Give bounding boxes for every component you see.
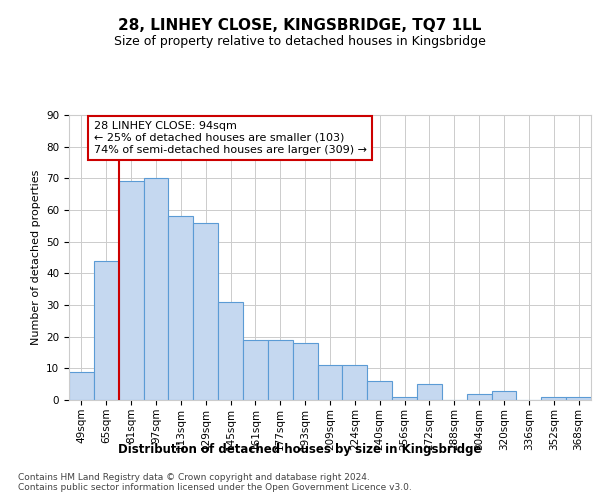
- Bar: [317, 365, 343, 400]
- Bar: [467, 394, 491, 400]
- Bar: [417, 384, 442, 400]
- Bar: [243, 340, 268, 400]
- Bar: [169, 216, 193, 400]
- Bar: [193, 222, 218, 400]
- Text: Size of property relative to detached houses in Kingsbridge: Size of property relative to detached ho…: [114, 35, 486, 48]
- Bar: [218, 302, 243, 400]
- Bar: [69, 372, 94, 400]
- Bar: [293, 343, 317, 400]
- Bar: [566, 397, 591, 400]
- Bar: [119, 182, 143, 400]
- Bar: [367, 381, 392, 400]
- Text: 28 LINHEY CLOSE: 94sqm
← 25% of detached houses are smaller (103)
74% of semi-de: 28 LINHEY CLOSE: 94sqm ← 25% of detached…: [94, 122, 367, 154]
- Bar: [491, 390, 517, 400]
- Bar: [268, 340, 293, 400]
- Text: Contains HM Land Registry data © Crown copyright and database right 2024.
Contai: Contains HM Land Registry data © Crown c…: [18, 472, 412, 492]
- Text: Distribution of detached houses by size in Kingsbridge: Distribution of detached houses by size …: [118, 442, 482, 456]
- Bar: [392, 397, 417, 400]
- Text: 28, LINHEY CLOSE, KINGSBRIDGE, TQ7 1LL: 28, LINHEY CLOSE, KINGSBRIDGE, TQ7 1LL: [118, 18, 482, 32]
- Bar: [143, 178, 169, 400]
- Bar: [94, 260, 119, 400]
- Bar: [541, 397, 566, 400]
- Y-axis label: Number of detached properties: Number of detached properties: [31, 170, 41, 345]
- Bar: [343, 365, 367, 400]
